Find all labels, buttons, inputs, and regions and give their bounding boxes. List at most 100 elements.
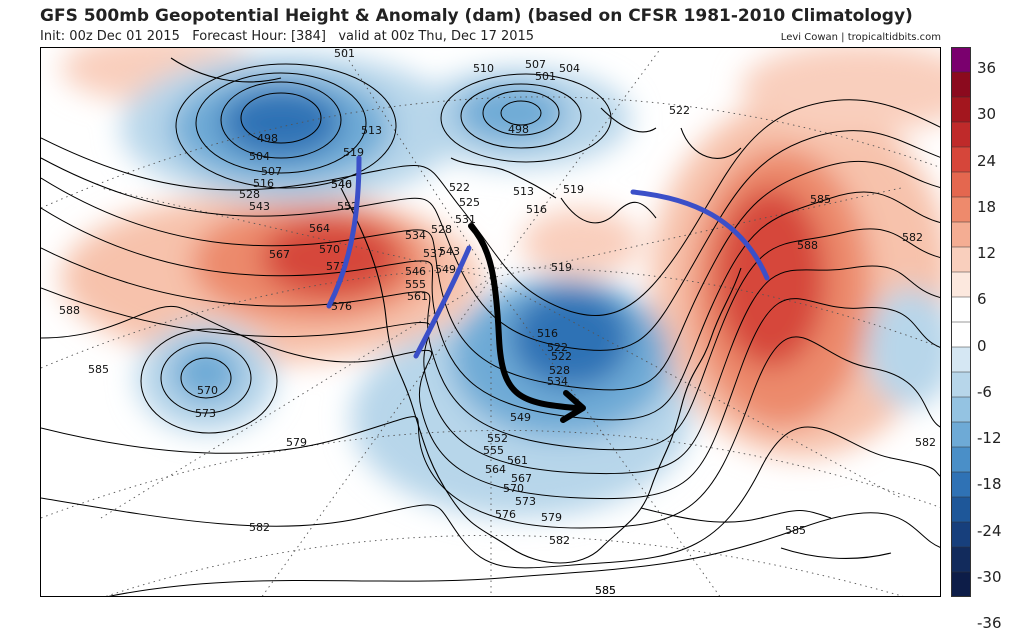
contour-label: 582 <box>249 521 270 534</box>
colorbar-swatch <box>951 322 971 348</box>
contour-label: 501 <box>334 48 355 60</box>
contour-label: 501 <box>535 70 556 83</box>
contour-label: 540 <box>331 178 352 191</box>
colorbar-swatch <box>951 197 971 223</box>
contour-label: 552 <box>337 200 358 213</box>
contour-label: 585 <box>595 584 616 597</box>
graticule <box>41 48 940 596</box>
contour-label: 498 <box>257 132 278 145</box>
contour-label: 585 <box>785 524 806 537</box>
contour-label: 510 <box>473 62 494 75</box>
contour-label: 522 <box>669 104 690 117</box>
colorbar-tick-label: 18 <box>977 197 997 216</box>
colorbar-border <box>951 47 971 597</box>
chart-title: GFS 500mb Geopotential Height & Anomaly … <box>40 6 913 26</box>
contour-label: 549 <box>435 263 456 276</box>
contour-label: 531 <box>455 213 476 226</box>
contour-label: 555 <box>405 278 426 291</box>
colorbar <box>951 47 971 597</box>
colorbar-tick-label: 36 <box>977 59 997 77</box>
colorbar-swatch <box>951 222 971 248</box>
blue-ridge-line-atlantic <box>630 189 770 281</box>
colorbar-swatch <box>951 297 971 323</box>
colorbar-swatch <box>951 422 971 448</box>
colorbar-swatch <box>951 247 971 273</box>
colorbar-tick-label: -36 <box>977 614 1002 632</box>
contour-label: 543 <box>249 200 270 213</box>
colorbar-swatch <box>951 397 971 423</box>
colorbar-swatch <box>951 547 971 573</box>
contour-label: 534 <box>405 229 426 242</box>
contour-label: 546 <box>331 178 352 191</box>
contour-labels: 501 507 504 510 501 498 504 507 516 519 … <box>59 48 936 597</box>
contour-label: 573 <box>515 495 536 508</box>
contour-label: 507 <box>525 58 546 71</box>
contour-label: 525 <box>459 196 480 209</box>
contour-label: 543 <box>439 245 460 258</box>
contour-label: 585 <box>595 584 616 597</box>
colorbar-tick-label: -30 <box>977 567 1002 586</box>
contour-label: 567 <box>511 472 532 485</box>
contour-label: 564 <box>309 222 330 235</box>
credit-text: Levi Cowan | tropicaltidbits.com <box>780 32 941 43</box>
contour-label: 570 <box>319 243 340 256</box>
colorbar-swatch <box>951 522 971 548</box>
contour-label: 552 <box>487 432 508 445</box>
contour-label: 561 <box>407 290 428 303</box>
contour-label: 498 <box>508 123 529 136</box>
contour-label: 522 <box>551 350 572 363</box>
contour-label: 579 <box>286 436 307 449</box>
contour-label: 519 <box>563 183 584 196</box>
init-time: Init: 00z Dec 01 2015 <box>40 29 180 44</box>
contour-label: 549 <box>510 411 531 424</box>
contour-label: 513 <box>513 185 534 198</box>
contour-label: 522 <box>449 181 470 194</box>
contour-label: 519 <box>551 261 572 274</box>
colorbar-tick-label: 12 <box>977 244 997 262</box>
contour-label: 564 <box>485 463 506 476</box>
colorbar-swatch <box>951 372 971 398</box>
contour-label: 582 <box>915 436 936 449</box>
contour-label: 513 <box>361 124 382 137</box>
colorbar-swatch <box>951 447 971 473</box>
chart-subtitle: Init: 00z Dec 01 2015 Forecast Hour: [38… <box>40 29 534 44</box>
colorbar-swatch <box>951 47 971 73</box>
contour-label: 507 <box>261 165 282 178</box>
height-contours <box>41 63 940 596</box>
colorbar-swatch <box>951 147 971 173</box>
contour-label: 522 <box>547 341 568 354</box>
contour-label: 516 <box>537 327 558 340</box>
contour-label: 528 <box>549 364 570 377</box>
contour-label: 561 <box>507 454 528 467</box>
map-svg: 501 507 504 510 501 498 504 507 516 519 … <box>41 48 940 597</box>
contour-label: 570 <box>503 482 524 495</box>
valid-time: valid at 00z Thu, Dec 17 2015 <box>338 29 535 44</box>
contour-label: 528 <box>239 188 260 201</box>
colorbar-tick-label: 30 <box>977 105 997 124</box>
contour-label: 585 <box>810 193 831 206</box>
contour-label: 555 <box>483 444 504 457</box>
forecast-hour: Forecast Hour: [384] <box>192 29 326 44</box>
colorbar-tick-label: -12 <box>977 429 1002 447</box>
colorbar-tick-label: 24 <box>977 151 997 170</box>
black-flow-arrowhead <box>560 390 586 423</box>
colorbar-swatch <box>951 72 971 98</box>
contour-label: 516 <box>526 203 547 216</box>
contour-label: 537 <box>423 247 444 260</box>
colorbar-swatch <box>951 472 971 498</box>
blue-trough-line-pacific <box>326 155 362 309</box>
contour-label: 576 <box>331 300 352 313</box>
contour-label: 546 <box>405 265 426 278</box>
colorbar-swatch <box>951 172 971 198</box>
contour-label: 504 <box>249 150 270 163</box>
contour-label: 567 <box>269 248 290 261</box>
colorbar-tick-label: 6 <box>977 290 987 309</box>
colorbar-swatch <box>951 122 971 148</box>
colorbar-swatch <box>951 272 971 298</box>
colorbar-tick-label: -24 <box>977 521 1002 540</box>
blue-trough-line-rockies <box>413 245 472 359</box>
colorbar-tick-label: 0 <box>977 336 987 355</box>
map-panel: 501 507 504 510 501 498 504 507 516 519 … <box>40 47 941 597</box>
annotations <box>326 155 770 423</box>
contour-label: 576 <box>495 508 516 521</box>
